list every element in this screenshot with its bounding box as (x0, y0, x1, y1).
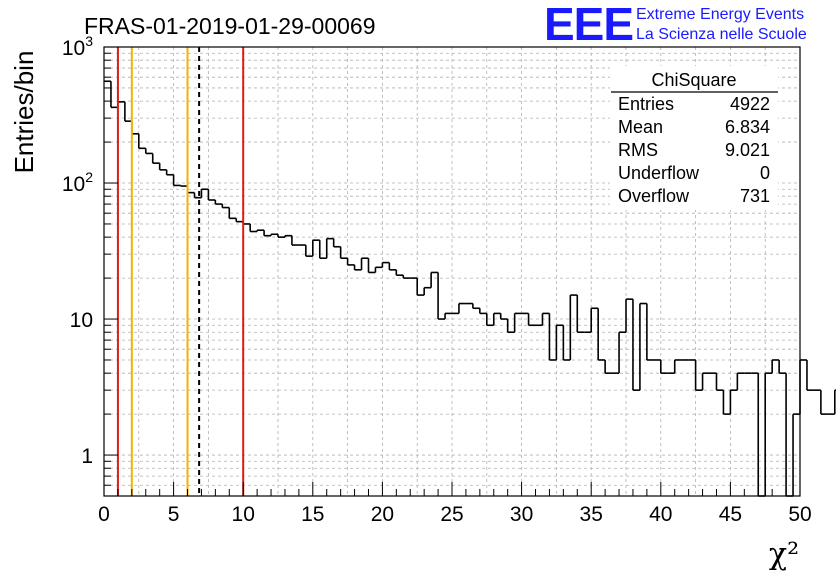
x-tick-label: 50 (788, 503, 811, 526)
stats-value: 6.834 (725, 117, 770, 137)
stats-value: 731 (740, 186, 770, 206)
y-tick-label: 103 (62, 33, 93, 60)
x-tick-label: 20 (371, 503, 394, 526)
logo-line-1: Extreme Energy Events (636, 6, 804, 23)
stats-label: Underflow (618, 163, 700, 183)
histogram-layer (104, 80, 836, 497)
stats-label: Entries (618, 94, 674, 114)
x-tick-label: 25 (440, 503, 463, 526)
chart-title: FRAS-01-2019-01-29-00069 (84, 13, 376, 39)
stats-row-mean: Mean 6.834 (618, 117, 770, 137)
eee-logo: EEE Extreme Energy Events La Scienza nel… (543, 0, 807, 51)
stats-value: 4922 (730, 94, 770, 114)
grid-lines (104, 47, 800, 496)
reference-lines (116, 47, 245, 496)
y-tick-label: 102 (62, 169, 93, 196)
stats-value: 9.021 (725, 140, 770, 160)
x-axis-ticks: 0 5 10 15 20 25 30 35 40 45 50 (98, 482, 812, 526)
stats-title: ChiSquare (651, 70, 736, 90)
x-tick-label: 35 (580, 503, 603, 526)
x-tick-label: 0 (98, 503, 110, 526)
stats-box-background (610, 66, 778, 210)
logo-mark: EEE (544, 0, 633, 50)
y-axis-label: Entries/bin (9, 51, 39, 174)
y-tick-label: 10 (70, 309, 93, 332)
stats-label: Mean (618, 117, 663, 137)
stats-box: ChiSquare Entries 4922 Mean 6.834 RMS 9.… (610, 66, 778, 210)
x-tick-label: 15 (301, 503, 324, 526)
logo-line-2: La Scienza nelle Scuole (636, 26, 807, 43)
stats-label: RMS (618, 140, 658, 160)
y-axis-ticks: 1 10 102 103 (62, 33, 118, 497)
stats-row-underflow: Underflow 0 (618, 163, 770, 183)
x-axis-label: χ² (769, 537, 799, 572)
stats-row-entries: Entries 4922 (618, 94, 770, 114)
x-tick-label: 40 (649, 503, 672, 526)
stats-row-overflow: Overflow 731 (618, 186, 770, 206)
y-tick-label: 1 (81, 445, 93, 468)
stats-row-rms: RMS 9.021 (618, 140, 770, 160)
stats-label: Overflow (618, 186, 690, 206)
stats-value: 0 (760, 163, 770, 183)
x-tick-label: 10 (232, 503, 255, 526)
x-tick-label: 45 (719, 503, 742, 526)
x-tick-label: 30 (510, 503, 533, 526)
x-tick-label: 5 (168, 503, 180, 526)
